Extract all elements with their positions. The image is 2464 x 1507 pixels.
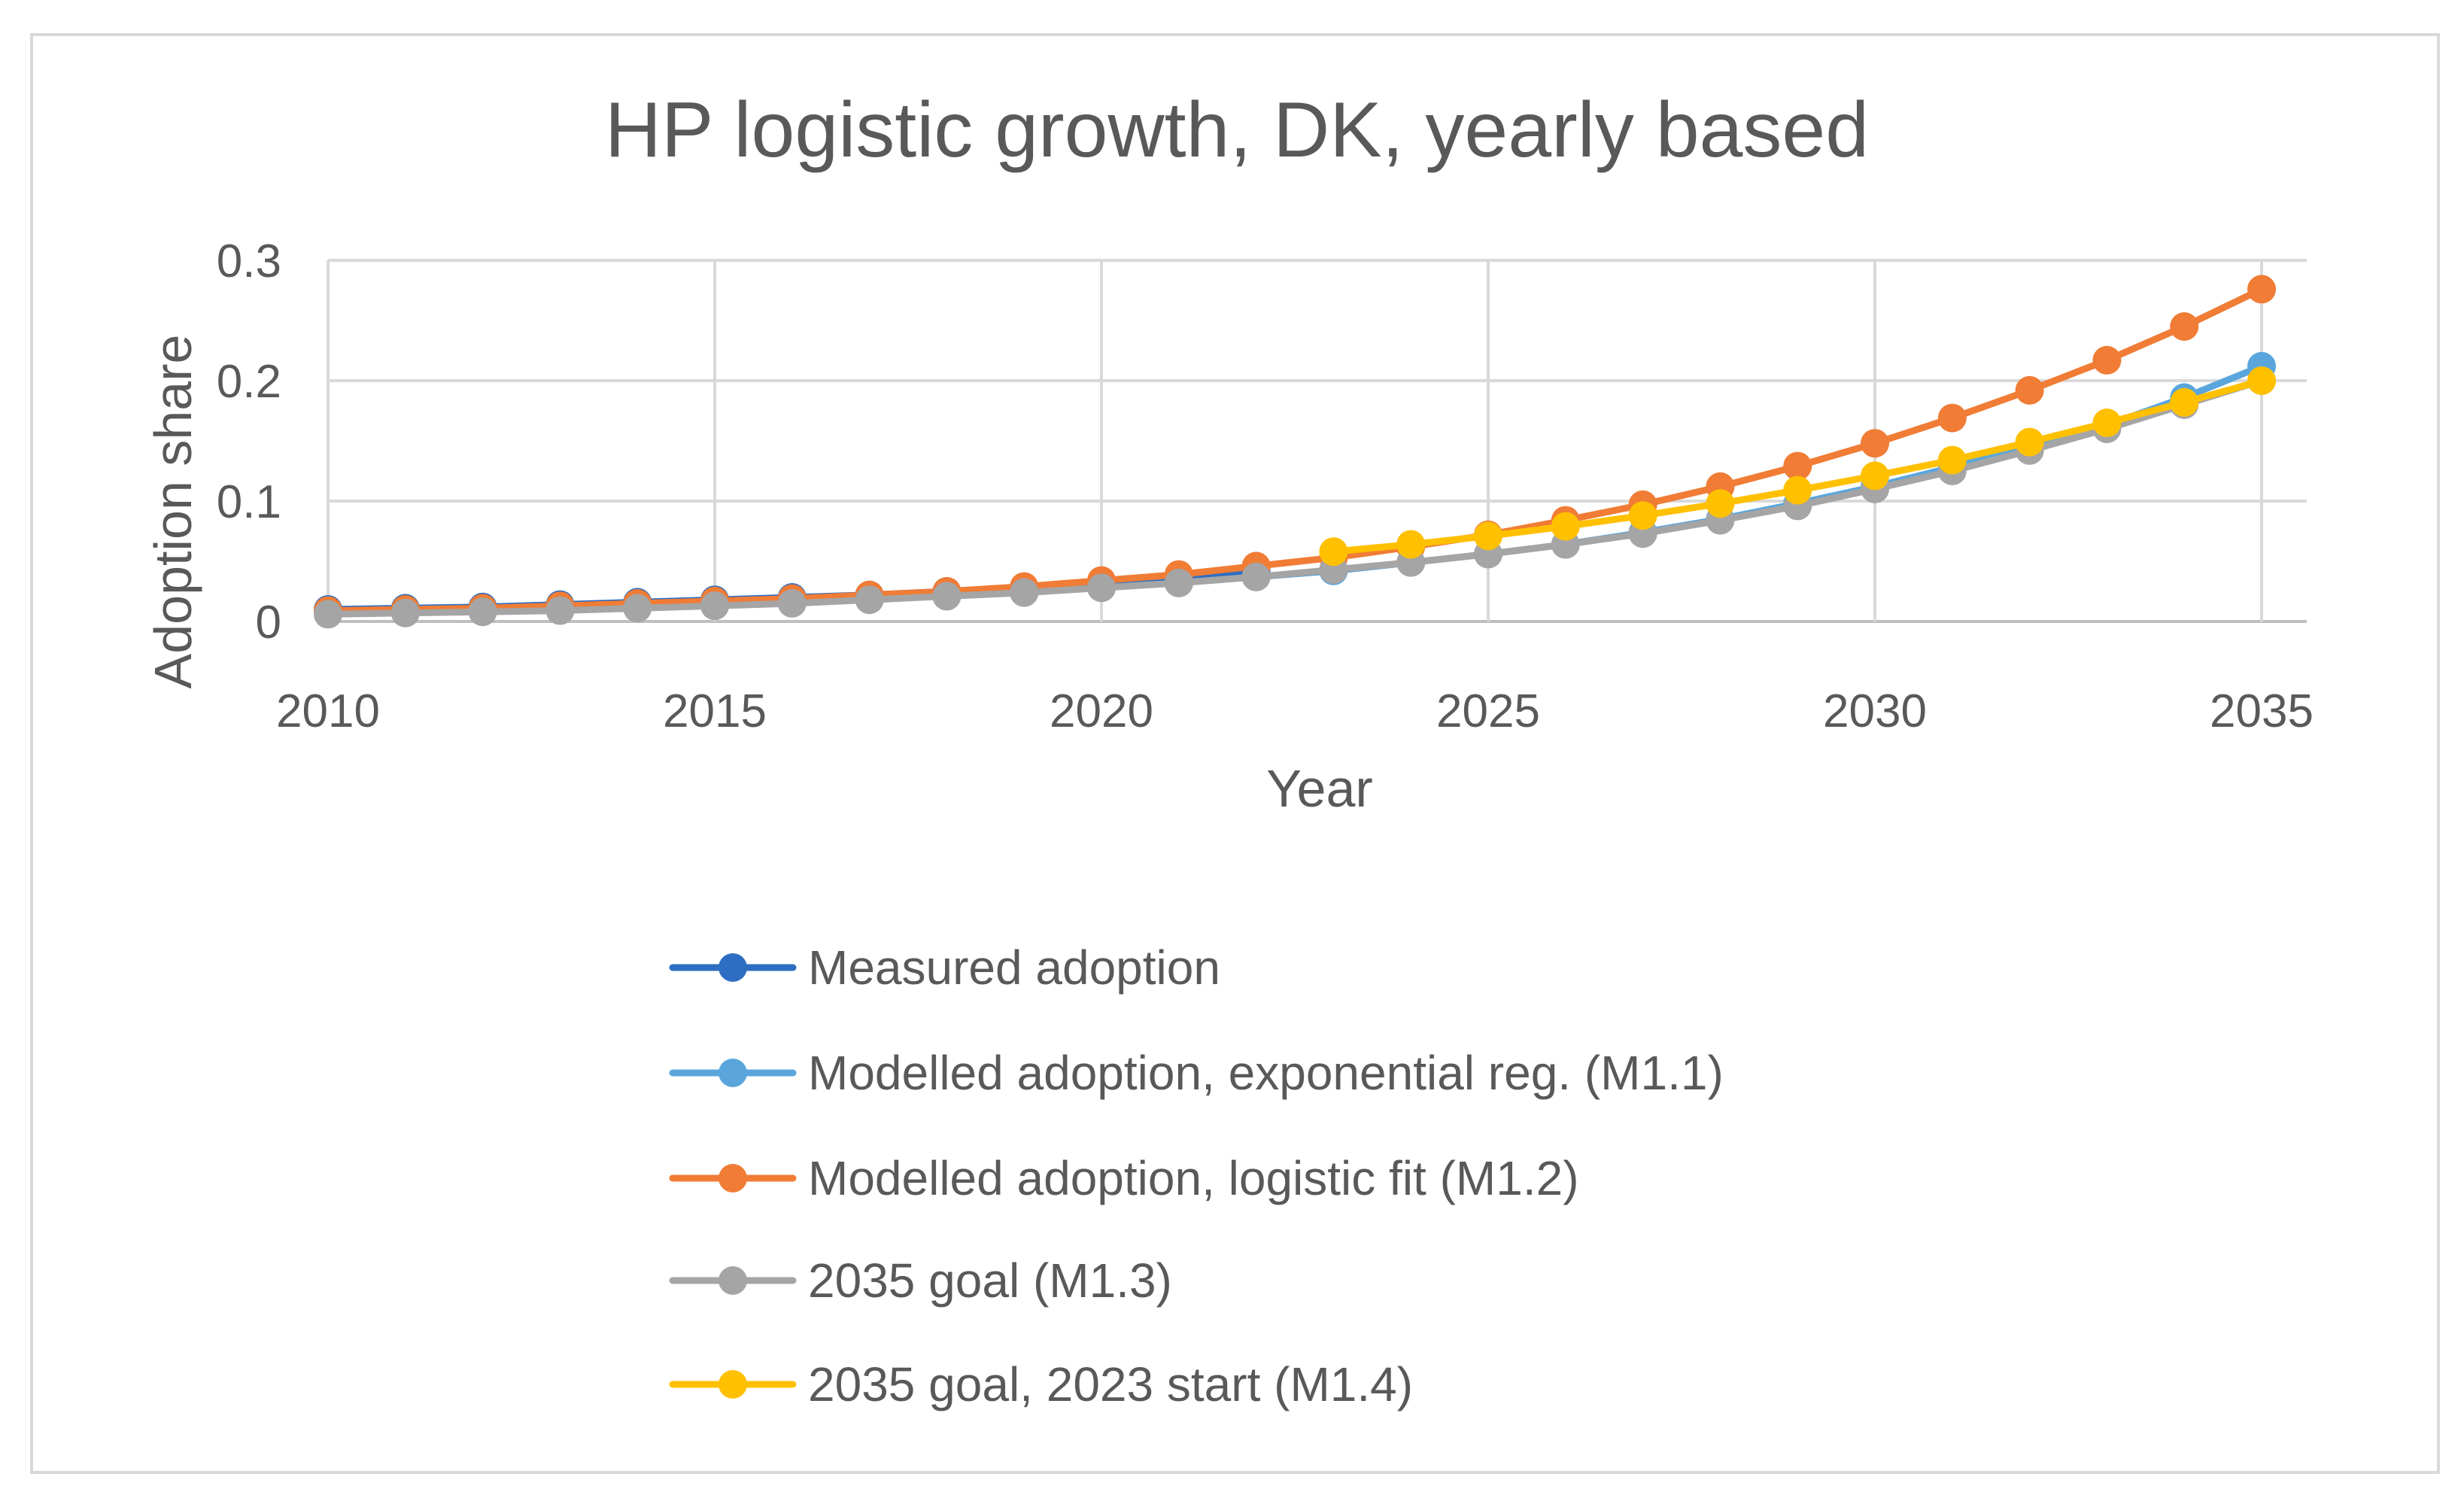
data-point xyxy=(1937,403,1967,433)
data-point xyxy=(855,585,884,615)
data-point xyxy=(700,591,729,621)
y-tick-label: 0.3 xyxy=(217,235,281,287)
data-point xyxy=(2015,427,2044,457)
legend-label: Modelled adoption, logistic fit (M1.2) xyxy=(808,1151,1579,1205)
x-tick-label: 2025 xyxy=(1436,685,1540,737)
legend-item-2: Modelled adoption, exponential reg. (M1.… xyxy=(669,1046,1724,1100)
data-point xyxy=(390,598,420,627)
data-point xyxy=(1706,489,1735,518)
legend-marker xyxy=(719,1370,747,1399)
y-tick-label: 0 xyxy=(256,597,281,649)
data-point xyxy=(2015,375,2044,405)
data-point xyxy=(2247,366,2276,395)
legend-marker xyxy=(719,1266,747,1295)
data-point xyxy=(1241,562,1271,591)
x-tick-label: 2015 xyxy=(663,685,767,737)
legend-item-5: 2035 goal, 2023 start (M1.4) xyxy=(669,1357,1413,1411)
data-point xyxy=(468,597,497,627)
legend-marker xyxy=(719,1059,747,1087)
data-point xyxy=(1551,512,1580,541)
data-point xyxy=(1861,461,1889,491)
legend: Measured adoption Modelled adoption, expo… xyxy=(669,940,1724,1411)
data-point xyxy=(1319,537,1348,567)
data-point xyxy=(2092,345,2122,375)
x-tick-labels: 2010 2015 2020 2025 2030 2035 xyxy=(276,685,2314,737)
series-line xyxy=(324,285,2265,615)
x-axis-title: Year xyxy=(1266,759,1372,818)
data-point xyxy=(1861,429,1889,458)
legend-label: 2035 goal, 2023 start (M1.4) xyxy=(808,1357,1413,1411)
y-tick-label: 0.1 xyxy=(217,476,281,528)
x-tick-label: 2020 xyxy=(1050,685,1153,737)
legend-label: Measured adoption xyxy=(808,940,1220,995)
data-point xyxy=(932,582,962,611)
x-tick-label: 2035 xyxy=(2210,685,2314,737)
series-2 xyxy=(314,351,2276,627)
data-point xyxy=(2170,312,2199,341)
y-tick-labels: 0 0.1 0.2 0.3 xyxy=(217,235,281,649)
data-point xyxy=(1010,578,1039,607)
data-point xyxy=(1628,501,1657,530)
data-point xyxy=(777,589,807,618)
data-point xyxy=(1396,530,1426,559)
legend-marker xyxy=(719,953,747,982)
data-point xyxy=(623,594,652,623)
legend-marker xyxy=(719,1164,747,1193)
data-point xyxy=(1474,521,1502,551)
series-lines xyxy=(314,275,2276,629)
chart-frame: HP logistic growth, DK, yearly based 0 0.… xyxy=(30,33,2440,1474)
data-point xyxy=(1937,445,1967,475)
data-point xyxy=(2170,387,2199,417)
data-point xyxy=(1783,475,1812,505)
legend-item-3: Modelled adoption, logistic fit (M1.2) xyxy=(669,1151,1579,1205)
series-line xyxy=(324,377,2265,618)
legend-item-1: Measured adoption xyxy=(669,940,1220,995)
x-tick-label: 2010 xyxy=(276,685,380,737)
gridlines xyxy=(327,259,2307,623)
data-point xyxy=(1164,568,1193,597)
data-point xyxy=(1087,573,1116,603)
data-point xyxy=(2092,409,2122,437)
legend-label: Modelled adoption, exponential reg. (M1.… xyxy=(808,1046,1724,1100)
y-axis-title: Adoption share xyxy=(144,335,202,689)
data-point xyxy=(545,596,575,625)
series-5 xyxy=(1319,366,2276,567)
legend-item-4: 2035 goal (M1.3) xyxy=(669,1253,1172,1308)
legend-label: 2035 goal (M1.3) xyxy=(808,1253,1172,1308)
y-tick-label: 0.2 xyxy=(217,356,281,408)
data-point xyxy=(2247,275,2276,304)
chart-svg: HP logistic growth, DK, yearly based 0 0.… xyxy=(144,87,2314,1411)
x-tick-label: 2030 xyxy=(1823,685,1927,737)
data-point xyxy=(1783,451,1812,481)
data-point xyxy=(314,600,342,629)
chart-title: HP logistic growth, DK, yearly based xyxy=(605,87,1869,174)
